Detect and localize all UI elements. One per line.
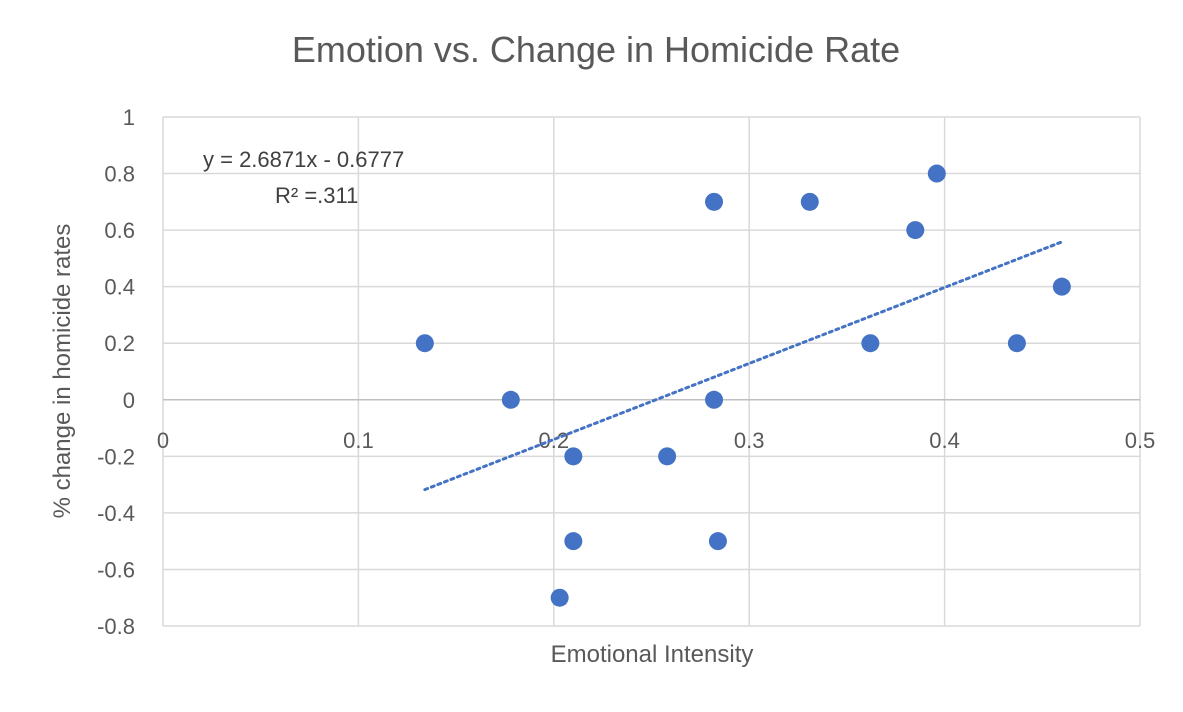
grid-lines [162, 116, 1141, 627]
data-point [1052, 277, 1071, 296]
data-point [415, 334, 434, 353]
x-tick-label: 0.3 [734, 428, 765, 453]
y-tick-label: 0 [123, 388, 135, 413]
y-tick-label: 1 [123, 105, 135, 130]
x-tick-label: 0 [157, 428, 169, 453]
data-point [501, 390, 520, 409]
data-point [927, 164, 946, 183]
y-tick-label: 0.8 [104, 162, 135, 187]
trendline-equation: y = 2.6871x - 0.6777 [203, 147, 404, 172]
x-axis-title: Emotional Intensity [551, 641, 754, 668]
data-point [708, 532, 727, 551]
data-point [906, 221, 925, 240]
data-point [564, 447, 583, 466]
y-tick-label: -0.8 [97, 614, 135, 639]
data-point [800, 192, 819, 211]
chart-title: Emotion vs. Change in Homicide Rate [292, 29, 900, 70]
x-tick-labels: 0 0.1 0.2 0.3 0.4 0.5 [157, 428, 1155, 453]
trendline-r-squared: R² =.311 [275, 183, 358, 208]
data-point [658, 447, 677, 466]
data-point [861, 334, 880, 353]
data-point [564, 532, 583, 551]
y-tick-labels: -0.8 -0.6 -0.4 -0.2 0 0.2 0.4 0.6 0.8 1 [97, 105, 135, 639]
trendline [423, 240, 1064, 492]
x-tick-label: 0.2 [539, 428, 570, 453]
data-point [1007, 334, 1026, 353]
trendline-path [423, 240, 1064, 492]
y-tick-label: 0.4 [104, 275, 135, 300]
data-point [705, 192, 724, 211]
y-axis-title: % change in homicide rates [49, 224, 76, 519]
data-point [550, 588, 569, 607]
x-tick-label: 0.5 [1125, 428, 1156, 453]
data-point [705, 390, 724, 409]
x-tick-label: 0.4 [929, 428, 960, 453]
y-tick-label: -0.2 [97, 444, 135, 469]
x-tick-label: 0.1 [343, 428, 374, 453]
data-points [415, 164, 1071, 607]
y-tick-label: -0.6 [97, 557, 135, 582]
y-tick-label: -0.4 [97, 501, 135, 526]
y-tick-label: 0.2 [104, 331, 135, 356]
y-tick-label: 0.6 [104, 218, 135, 243]
